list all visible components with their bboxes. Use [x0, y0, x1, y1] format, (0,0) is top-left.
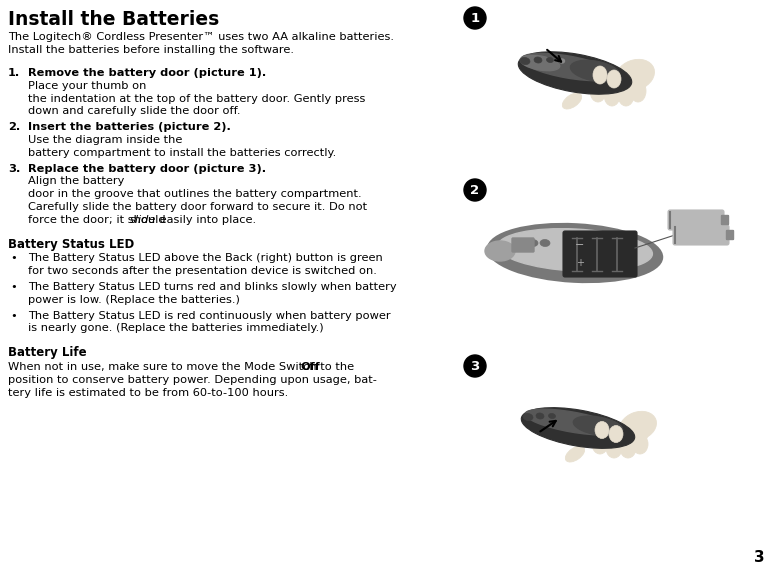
- Text: •: •: [10, 282, 17, 292]
- Ellipse shape: [518, 52, 632, 94]
- Text: easily into place.: easily into place.: [156, 215, 256, 225]
- Ellipse shape: [515, 241, 525, 249]
- Text: is nearly gone. (Replace the batteries immediately.): is nearly gone. (Replace the batteries i…: [28, 323, 324, 333]
- Text: position to conserve battery power. Depending upon usage, bat-: position to conserve battery power. Depe…: [8, 375, 377, 385]
- Text: +: +: [576, 258, 584, 268]
- Text: power is low. (Replace the batteries.): power is low. (Replace the batteries.): [28, 295, 240, 305]
- Ellipse shape: [632, 434, 648, 454]
- Text: 1.: 1.: [8, 68, 20, 78]
- Ellipse shape: [593, 66, 607, 84]
- Ellipse shape: [618, 84, 634, 106]
- Ellipse shape: [590, 80, 606, 102]
- Text: •: •: [10, 311, 17, 321]
- Ellipse shape: [606, 438, 622, 458]
- Ellipse shape: [574, 416, 623, 436]
- Text: 3: 3: [754, 550, 765, 565]
- Text: the indentation at the top of the battery door. Gently press: the indentation at the top of the batter…: [28, 93, 366, 104]
- Text: When not in use, make sure to move the Mode Switch to the: When not in use, make sure to move the M…: [8, 362, 358, 372]
- Ellipse shape: [593, 423, 648, 445]
- Text: −: −: [575, 240, 584, 250]
- Ellipse shape: [562, 93, 581, 109]
- Ellipse shape: [528, 240, 538, 246]
- Ellipse shape: [498, 229, 652, 272]
- Ellipse shape: [520, 57, 530, 65]
- Text: 2.: 2.: [8, 122, 20, 132]
- Ellipse shape: [521, 53, 615, 81]
- Text: 3.: 3.: [8, 164, 20, 174]
- Text: Off: Off: [300, 362, 320, 372]
- Ellipse shape: [560, 59, 564, 63]
- FancyBboxPatch shape: [673, 225, 729, 245]
- Text: The Battery Status LED turns red and blinks slowly when battery: The Battery Status LED turns red and bli…: [28, 282, 397, 292]
- Ellipse shape: [521, 407, 635, 448]
- Ellipse shape: [609, 426, 623, 442]
- Ellipse shape: [592, 434, 608, 454]
- Text: The Logitech® Cordless Presenter™ uses two AA alkaline batteries.
Install the ba: The Logitech® Cordless Presenter™ uses t…: [8, 32, 394, 55]
- FancyBboxPatch shape: [512, 238, 534, 252]
- Text: slide: slide: [130, 215, 156, 225]
- Ellipse shape: [630, 80, 646, 102]
- FancyBboxPatch shape: [668, 210, 724, 230]
- Text: Insert the batteries (picture 2).: Insert the batteries (picture 2).: [28, 122, 231, 132]
- Text: door in the groove that outlines the battery compartment.: door in the groove that outlines the bat…: [28, 189, 362, 199]
- FancyBboxPatch shape: [721, 215, 728, 225]
- Text: force the door; it should: force the door; it should: [28, 215, 169, 225]
- Text: The Battery Status LED above the Back (right) button is green: The Battery Status LED above the Back (r…: [28, 253, 383, 264]
- Ellipse shape: [589, 69, 647, 93]
- Text: Replace the battery door (picture 3).: Replace the battery door (picture 3).: [28, 164, 266, 174]
- Ellipse shape: [520, 55, 560, 70]
- Ellipse shape: [525, 409, 619, 435]
- Circle shape: [464, 355, 486, 377]
- Text: Remove the battery door (picture 1).: Remove the battery door (picture 1).: [28, 68, 266, 78]
- Ellipse shape: [615, 60, 655, 91]
- Text: Carefully slide the battery door forward to secure it. Do not: Carefully slide the battery door forward…: [28, 202, 367, 212]
- FancyBboxPatch shape: [727, 230, 734, 240]
- Circle shape: [464, 179, 486, 201]
- Text: The Battery Status LED is red continuously when battery power: The Battery Status LED is red continuous…: [28, 311, 390, 321]
- Text: 1: 1: [471, 11, 479, 25]
- Ellipse shape: [570, 60, 620, 82]
- Text: Battery Life: Battery Life: [8, 346, 87, 359]
- Text: 3: 3: [471, 359, 479, 372]
- Text: Place your thumb on: Place your thumb on: [28, 81, 146, 91]
- Text: for two seconds after the presentation device is switched on.: for two seconds after the presentation d…: [28, 266, 377, 276]
- Ellipse shape: [607, 70, 621, 88]
- Text: battery compartment to install the batteries correctly.: battery compartment to install the batte…: [28, 148, 336, 158]
- Ellipse shape: [565, 446, 584, 462]
- Text: Use the diagram inside the: Use the diagram inside the: [28, 135, 182, 145]
- Text: down and carefully slide the door off.: down and carefully slide the door off.: [28, 107, 240, 116]
- Ellipse shape: [540, 240, 550, 246]
- Ellipse shape: [595, 422, 609, 438]
- Text: Align the battery: Align the battery: [28, 176, 124, 186]
- Ellipse shape: [485, 241, 515, 261]
- FancyBboxPatch shape: [563, 231, 637, 277]
- Ellipse shape: [488, 223, 662, 282]
- Ellipse shape: [536, 413, 544, 419]
- Ellipse shape: [619, 411, 656, 441]
- Text: tery life is estimated to be from 60-to-100 hours.: tery life is estimated to be from 60-to-…: [8, 387, 288, 398]
- Ellipse shape: [547, 57, 553, 62]
- Ellipse shape: [604, 84, 620, 106]
- Ellipse shape: [549, 414, 556, 418]
- Text: Battery Status LED: Battery Status LED: [8, 238, 135, 250]
- Text: 2: 2: [471, 183, 479, 197]
- Ellipse shape: [534, 57, 542, 63]
- Text: Install the Batteries: Install the Batteries: [8, 10, 220, 29]
- Ellipse shape: [620, 438, 636, 458]
- Ellipse shape: [523, 414, 533, 421]
- Text: •: •: [10, 253, 17, 264]
- Circle shape: [464, 7, 486, 29]
